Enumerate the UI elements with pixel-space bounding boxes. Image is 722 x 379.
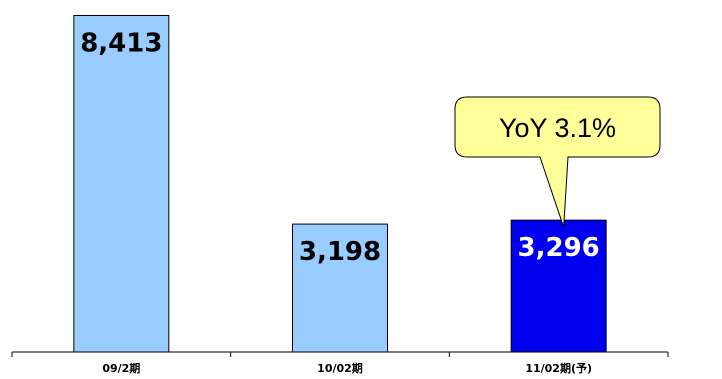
- bar-2: [292, 223, 388, 353]
- yoy-callout: YoY 3.1%: [454, 96, 661, 228]
- bar-1: [73, 14, 170, 353]
- bar-value-label-2: 3,198: [299, 237, 381, 267]
- x-axis: 09/2期 10/02期 11/02期(予): [11, 351, 669, 375]
- x-tick-label-2: 10/02期: [317, 361, 363, 375]
- x-tick-label-1: 09/2期: [102, 361, 140, 375]
- bar-value-label-1: 8,413: [80, 28, 162, 58]
- bar-3: [510, 219, 607, 353]
- callout-bubble: [454, 96, 661, 228]
- bars-group: 8,413 3,198 3,296: [73, 14, 607, 353]
- x-tick-label-3: 11/02期(予): [525, 361, 592, 375]
- callout-text: YoY 3.1%: [499, 113, 616, 143]
- bar-value-label-3: 3,296: [518, 233, 600, 263]
